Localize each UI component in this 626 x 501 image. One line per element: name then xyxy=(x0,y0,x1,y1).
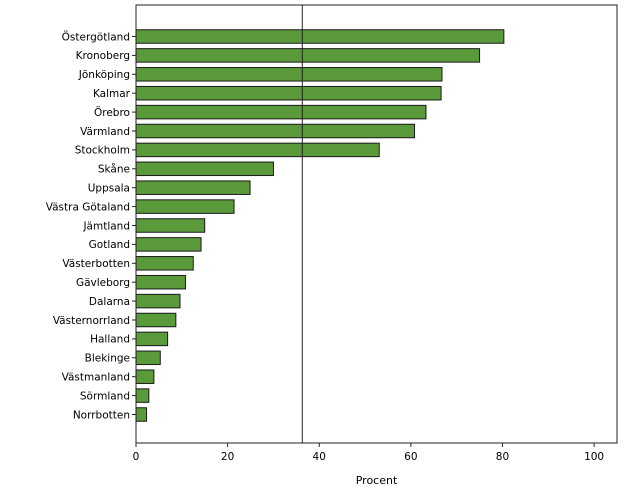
category-label: Halland xyxy=(90,334,130,346)
bar xyxy=(135,312,177,328)
category-label: Västerbotten xyxy=(62,258,130,270)
x-tick-label: 80 xyxy=(496,451,509,463)
bar xyxy=(135,48,481,63)
bar xyxy=(135,293,181,309)
category-label: Stockholm xyxy=(75,145,130,157)
category-label: Jämtland xyxy=(82,220,130,232)
category-label: Gotland xyxy=(89,239,130,251)
bar xyxy=(135,29,505,44)
x-tick-label: 0 xyxy=(133,451,140,463)
category-label: Kronoberg xyxy=(76,50,130,62)
bar xyxy=(135,180,251,195)
bar xyxy=(135,388,150,403)
bar xyxy=(135,123,416,139)
category-label: Norrbotten xyxy=(73,409,130,421)
x-tick-label: 100 xyxy=(584,451,604,463)
bar xyxy=(135,104,427,120)
bar xyxy=(135,331,169,347)
category-label: Gävleborg xyxy=(76,277,130,289)
category-label: Kalmar xyxy=(93,88,131,100)
category-label: Jönköping xyxy=(78,69,130,81)
x-tick-label: 20 xyxy=(221,451,234,463)
x-axis: 0 20 40 60 80 100 xyxy=(133,443,604,463)
category-label: Skåne xyxy=(98,163,130,176)
category-label: Uppsala xyxy=(88,183,130,195)
bar xyxy=(135,218,206,233)
x-axis-title: Procent xyxy=(356,474,398,487)
bar xyxy=(135,161,274,177)
category-label: Västernorrland xyxy=(53,315,130,327)
category-label: Dalarna xyxy=(89,296,130,308)
bar xyxy=(135,237,202,252)
category-label: Östergötland xyxy=(62,30,130,43)
bar xyxy=(135,274,186,290)
bar xyxy=(135,407,148,422)
x-tick-label: 40 xyxy=(313,451,326,463)
category-label: Västmanland xyxy=(62,372,130,384)
bar xyxy=(135,142,380,158)
bar xyxy=(135,369,155,384)
bars-group xyxy=(135,29,505,422)
x-tick-label: 60 xyxy=(404,451,417,463)
category-label: Sörmland xyxy=(80,390,130,402)
bar xyxy=(135,256,194,271)
category-label: Blekinge xyxy=(85,353,130,365)
category-label: Västra Götaland xyxy=(46,201,130,213)
category-label: Örebro xyxy=(94,106,130,119)
category-labels: Östergötland Kronoberg Jönköping Kalmar Öreb… xyxy=(46,30,136,421)
bar xyxy=(135,85,442,101)
bar xyxy=(135,67,443,82)
category-label: Värmland xyxy=(80,126,130,138)
bar xyxy=(135,350,161,366)
bar xyxy=(135,199,235,214)
